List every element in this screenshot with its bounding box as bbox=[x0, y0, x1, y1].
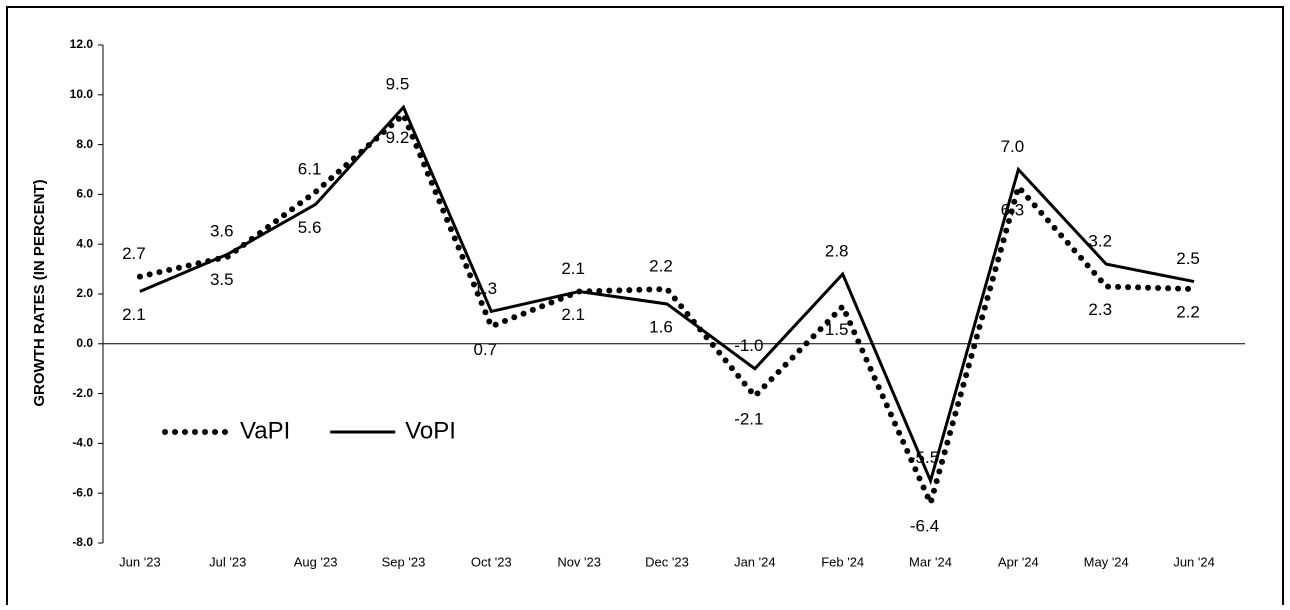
x-tick-label: May '24 bbox=[1084, 554, 1129, 569]
series-line bbox=[139, 104, 1195, 486]
y-tick-label: -2.0 bbox=[72, 386, 93, 400]
value-label: 2.5 bbox=[1176, 249, 1200, 268]
value-label: 1.6 bbox=[649, 317, 673, 336]
x-tick-label: Jun '24 bbox=[1173, 554, 1215, 569]
value-label: 1.5 bbox=[825, 320, 849, 339]
x-tick-label: Mar '24 bbox=[909, 554, 952, 569]
value-label: -5.5 bbox=[910, 448, 939, 467]
value-label: 2.1 bbox=[561, 259, 585, 278]
value-label: 3.2 bbox=[1088, 232, 1112, 251]
value-label: -1.0 bbox=[734, 336, 763, 355]
value-label: 3.6 bbox=[210, 222, 234, 241]
y-tick-label: -4.0 bbox=[72, 436, 93, 450]
x-tick-label: Jan '24 bbox=[734, 554, 776, 569]
x-tick-label: Oct '23 bbox=[471, 554, 512, 569]
value-label: 2.2 bbox=[1176, 303, 1200, 322]
legend-label: VoPI bbox=[405, 417, 456, 444]
y-axis-title: GROWTH RATES (IN PERCENT) bbox=[31, 179, 48, 406]
y-tick-label: 12.0 bbox=[70, 37, 94, 51]
value-label: 7.0 bbox=[1001, 137, 1025, 156]
y-tick-label: 0.0 bbox=[76, 336, 93, 350]
value-label: 6.3 bbox=[1001, 200, 1025, 219]
value-label: 9.2 bbox=[386, 128, 410, 147]
value-label: 0.7 bbox=[473, 340, 497, 359]
x-tick-label: Jul '23 bbox=[209, 554, 246, 569]
y-tick-label: 10.0 bbox=[70, 87, 94, 101]
y-tick-label: 6.0 bbox=[76, 187, 93, 201]
x-tick-label: Feb '24 bbox=[821, 554, 864, 569]
y-tick-label: -6.0 bbox=[72, 485, 93, 499]
frame bbox=[6, 6, 1284, 610]
y-tick-label: 8.0 bbox=[76, 137, 93, 151]
value-label: 6.1 bbox=[298, 159, 322, 178]
legend-label: VaPI bbox=[240, 417, 290, 444]
value-label: 2.1 bbox=[122, 305, 146, 324]
value-label: 3.5 bbox=[210, 270, 234, 289]
x-tick-label: Sep '23 bbox=[382, 554, 426, 569]
value-label: 2.3 bbox=[1088, 300, 1112, 319]
value-label: 2.2 bbox=[649, 257, 673, 276]
y-tick-label: -8.0 bbox=[72, 535, 93, 549]
value-label: 2.8 bbox=[825, 242, 849, 261]
value-label: 1.3 bbox=[473, 279, 497, 298]
x-tick-label: Nov '23 bbox=[557, 554, 601, 569]
series-line bbox=[136, 109, 1198, 512]
y-tick-label: 4.0 bbox=[76, 236, 93, 250]
x-tick-label: Jun '23 bbox=[119, 554, 161, 569]
value-label: 9.5 bbox=[386, 75, 410, 94]
x-tick-label: Aug '23 bbox=[294, 554, 338, 569]
value-label: 2.7 bbox=[122, 244, 146, 263]
x-tick-label: Apr '24 bbox=[998, 554, 1039, 569]
x-tick-label: Dec '23 bbox=[645, 554, 689, 569]
value-label: 5.6 bbox=[298, 218, 322, 237]
value-label: 2.1 bbox=[561, 305, 585, 324]
value-label: -2.1 bbox=[734, 410, 763, 429]
value-label: -6.4 bbox=[910, 517, 939, 536]
y-tick-label: 2.0 bbox=[76, 286, 93, 300]
